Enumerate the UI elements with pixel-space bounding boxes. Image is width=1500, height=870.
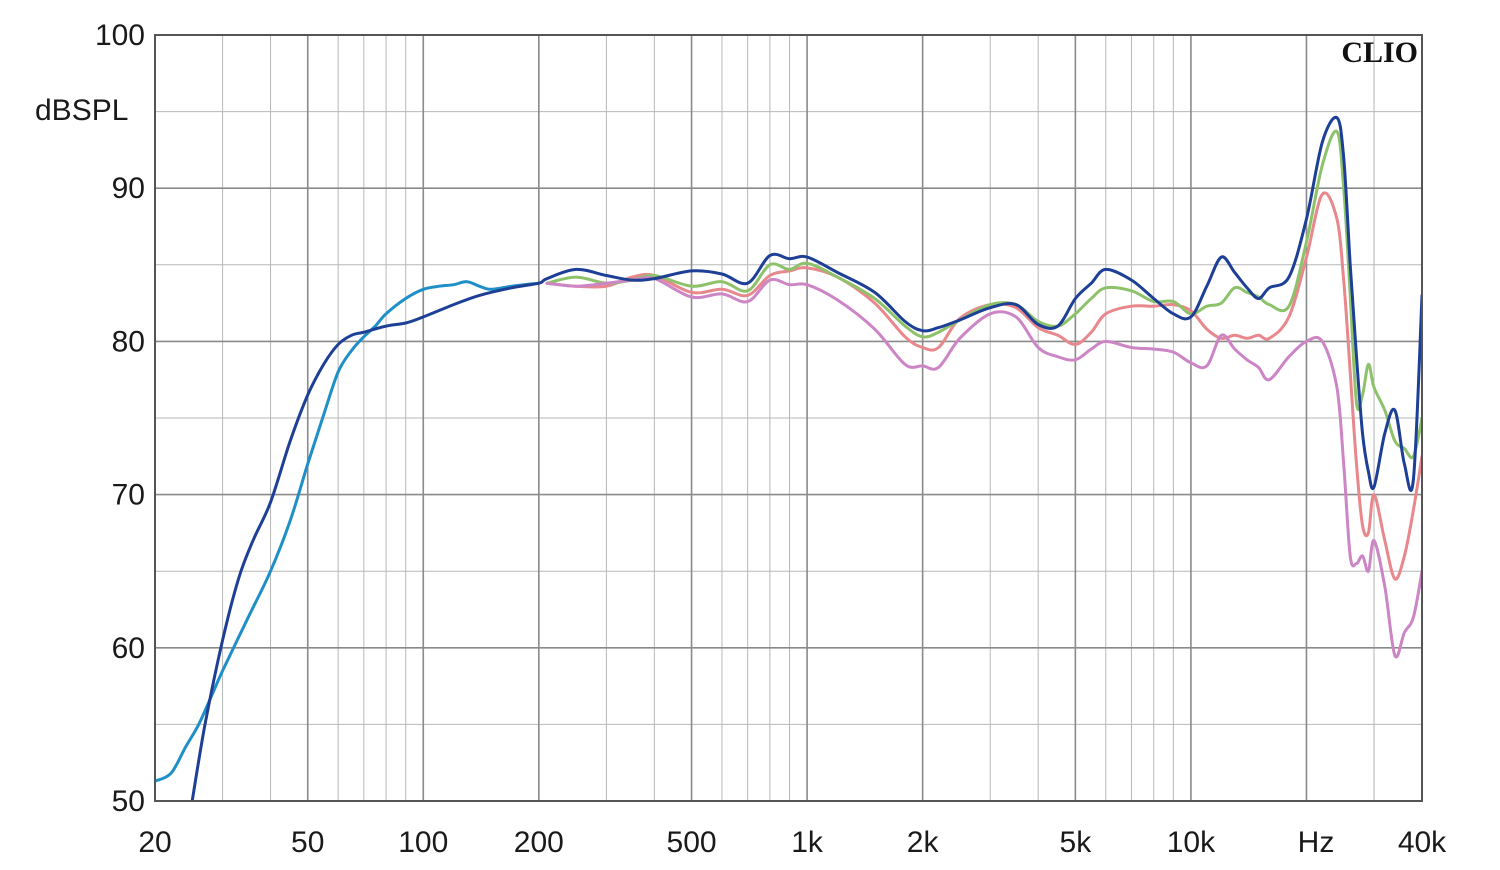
x-tick-label: 50 xyxy=(291,826,324,859)
series-line-1 xyxy=(545,191,1422,581)
x-tick-label: 200 xyxy=(514,826,564,859)
y-tick-label: 90 xyxy=(112,172,145,205)
x-tick-label: 100 xyxy=(398,826,448,859)
x-tick-label: 40k xyxy=(1398,826,1447,859)
plot-frame xyxy=(154,34,1423,802)
x-tick-label: 5k xyxy=(1060,826,1093,859)
y-tick-label: 80 xyxy=(112,325,145,358)
series-line-2 xyxy=(545,129,1422,460)
y-tick-label: 70 xyxy=(112,479,145,512)
x-tick-label: 20 xyxy=(138,826,171,859)
x-tick-label: 10k xyxy=(1167,826,1216,859)
y-tick-label: 60 xyxy=(112,632,145,665)
x-axis-label: Hz xyxy=(1298,826,1335,859)
x-tick-label: 2k xyxy=(907,826,940,859)
grid-minor xyxy=(155,35,1422,801)
series-line-3 xyxy=(545,276,1422,659)
clio-watermark: CLIO xyxy=(1341,36,1418,69)
grid-major xyxy=(155,35,1422,801)
y-axis-label: dBSPL xyxy=(35,94,128,127)
y-tick-label: 100 xyxy=(95,19,145,52)
x-tick-label: 1k xyxy=(791,826,824,859)
x-tick-label: 500 xyxy=(667,826,717,859)
x-tick-labels: 20 50 100 200 500 1k 2k 5k 10k 40k xyxy=(138,826,1447,859)
series-layer xyxy=(155,115,1422,801)
y-tick-label: 50 xyxy=(112,785,145,818)
series-line-5 xyxy=(190,115,1422,801)
y-tick-labels: 50 60 70 80 90 100 xyxy=(95,19,145,818)
